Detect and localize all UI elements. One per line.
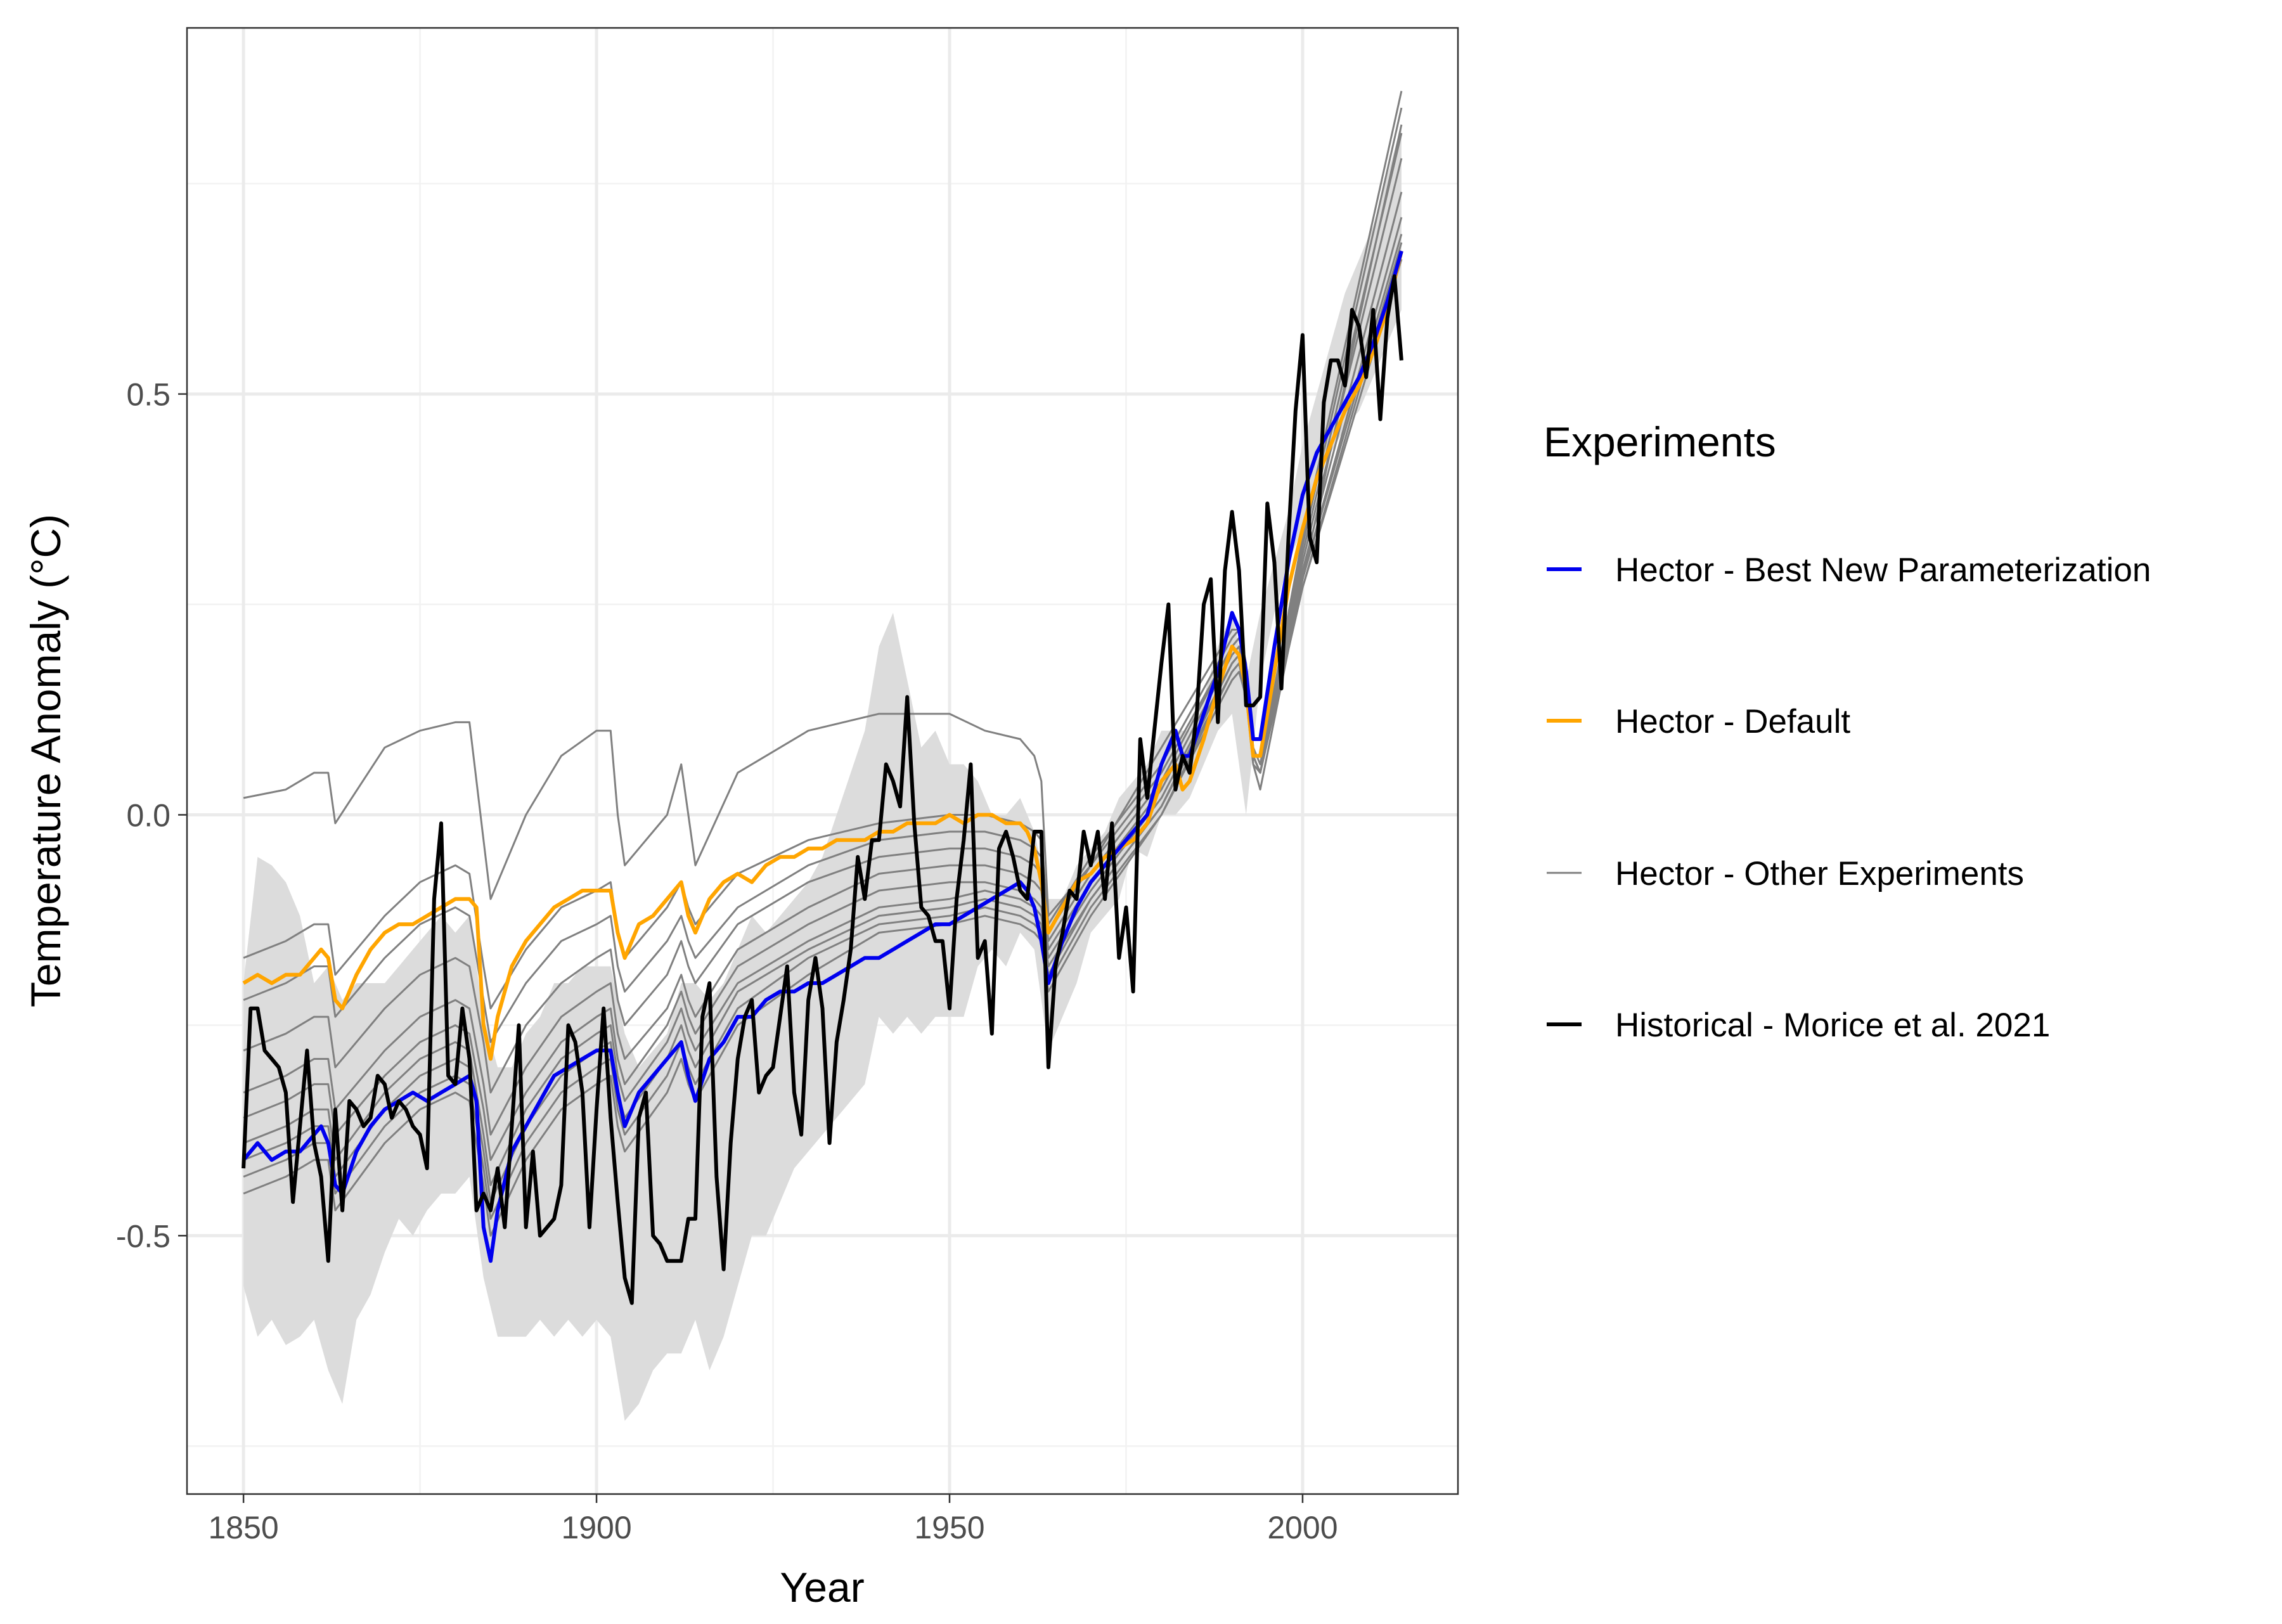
legend-entry-historical: Historical - Morice et al. 2021 (1547, 1007, 2050, 1044)
x-axis: 1850 1900 1950 2000 (208, 1494, 1338, 1545)
y-tick-label-2: 0.5 (126, 377, 171, 413)
y-axis-title: Temperature Anomaly (°C) (22, 514, 69, 1007)
hector-best-line (242, 250, 1403, 1263)
uncertainty-band (243, 124, 1402, 1421)
x-tick-label-2: 1950 (914, 1510, 984, 1545)
y-axis: -0.5 0.0 0.5 (116, 377, 187, 1254)
historical-line (242, 274, 1403, 1305)
plot-panel-background (187, 28, 1458, 1494)
legend-title: Experiments (1544, 418, 1776, 465)
grid-major (187, 28, 1458, 1494)
y-tick-label-0: -0.5 (116, 1218, 171, 1254)
y-tick-label-1: 0.0 (126, 797, 171, 833)
x-axis-title: Year (780, 1564, 864, 1611)
x-tick-label-0: 1850 (208, 1510, 278, 1545)
legend-label-default: Hector - Default (1615, 703, 1850, 740)
legend: Experiments Hector - Best New Parameteri… (1544, 418, 2151, 1044)
uncertainty-band-layer (243, 124, 1402, 1421)
plot-panel-border (186, 27, 1459, 1495)
legend-label-best: Hector - Best New Parameterization (1615, 551, 2151, 589)
x-tick-label-1: 1900 (561, 1510, 631, 1545)
legend-label-historical: Historical - Morice et al. 2021 (1615, 1007, 2050, 1044)
hector-best-layer (242, 250, 1403, 1263)
legend-label-others: Hector - Other Experiments (1615, 855, 2024, 893)
historical-layer (242, 274, 1403, 1305)
legend-entry-others: Hector - Other Experiments (1547, 855, 2024, 893)
legend-entry-best: Hector - Best New Parameterization (1547, 551, 2151, 589)
x-tick-label-3: 2000 (1267, 1510, 1338, 1545)
other-experiment-line-0 (243, 124, 1403, 917)
legend-entry-default: Hector - Default (1547, 703, 1850, 740)
grid-minor (187, 28, 1458, 1494)
